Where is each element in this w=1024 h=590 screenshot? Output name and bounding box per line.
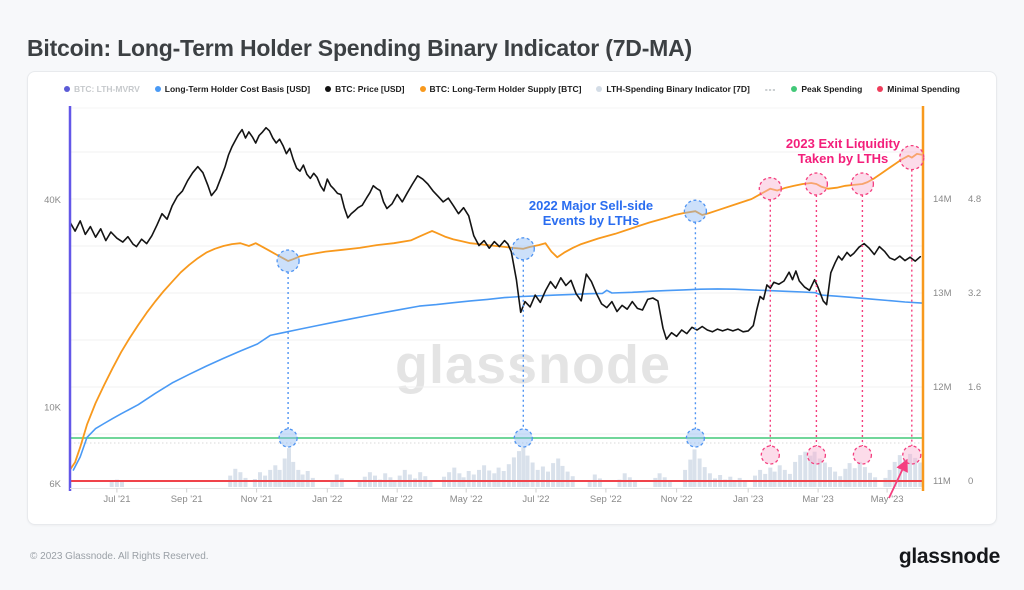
legend-item-1[interactable]: Long-Term Holder Cost Basis [USD] — [154, 84, 311, 94]
legend-item-2[interactable]: BTC: Price [USD] — [325, 84, 405, 94]
annotation-sell-side-2022: 2022 Major Sell-side Events by LTHs — [528, 198, 654, 228]
legend-label: BTC: LTH-MVRV — [74, 84, 140, 94]
legend-label: BTC: Long-Term Holder Supply [BTC] — [429, 84, 582, 94]
legend-item-5[interactable]: --- — [765, 84, 777, 94]
legend-label: Minimal Spending — [887, 84, 960, 94]
legend-label: BTC: Price [USD] — [335, 84, 405, 94]
legend-dot-icon — [325, 86, 332, 92]
legend-item-3[interactable]: BTC: Long-Term Holder Supply [BTC] — [419, 84, 582, 94]
glassnode-watermark: glassnode — [394, 335, 672, 395]
legend-dot-icon — [877, 86, 884, 92]
annotation-exit-liquidity-2023: 2023 Exit Liquidity Taken by LTHs — [785, 136, 901, 166]
legend-label: --- — [764, 84, 777, 94]
legend-item-7[interactable]: Minimal Spending — [877, 84, 960, 94]
legend-item-4[interactable]: LTH-Spending Binary Indicator [7D] — [596, 84, 750, 94]
glassnode-logo: glassnode — [898, 545, 1000, 568]
legend-label: Peak Spending — [801, 84, 863, 94]
legend-dot-icon — [419, 86, 426, 92]
page-title: Bitcoin: Long-Term Holder Spending Binar… — [27, 35, 692, 62]
legend-label: Long-Term Holder Cost Basis [USD] — [164, 84, 311, 94]
legend-dot-icon — [596, 86, 603, 92]
legend-item-0[interactable]: BTC: LTH-MVRV — [64, 84, 140, 94]
legend-dot-icon — [64, 86, 70, 92]
chart-legend: BTC: LTH-MVRV Long-Term Holder Cost Basis… — [28, 84, 996, 94]
legend-label: LTH-Spending Binary Indicator [7D] — [606, 84, 750, 94]
copyright-text: © 2023 Glassnode. All Rights Reserved. — [30, 551, 209, 562]
legend-dot-icon — [791, 86, 798, 92]
legend-item-6[interactable]: Peak Spending — [791, 84, 862, 94]
legend-dot-icon — [154, 86, 161, 92]
